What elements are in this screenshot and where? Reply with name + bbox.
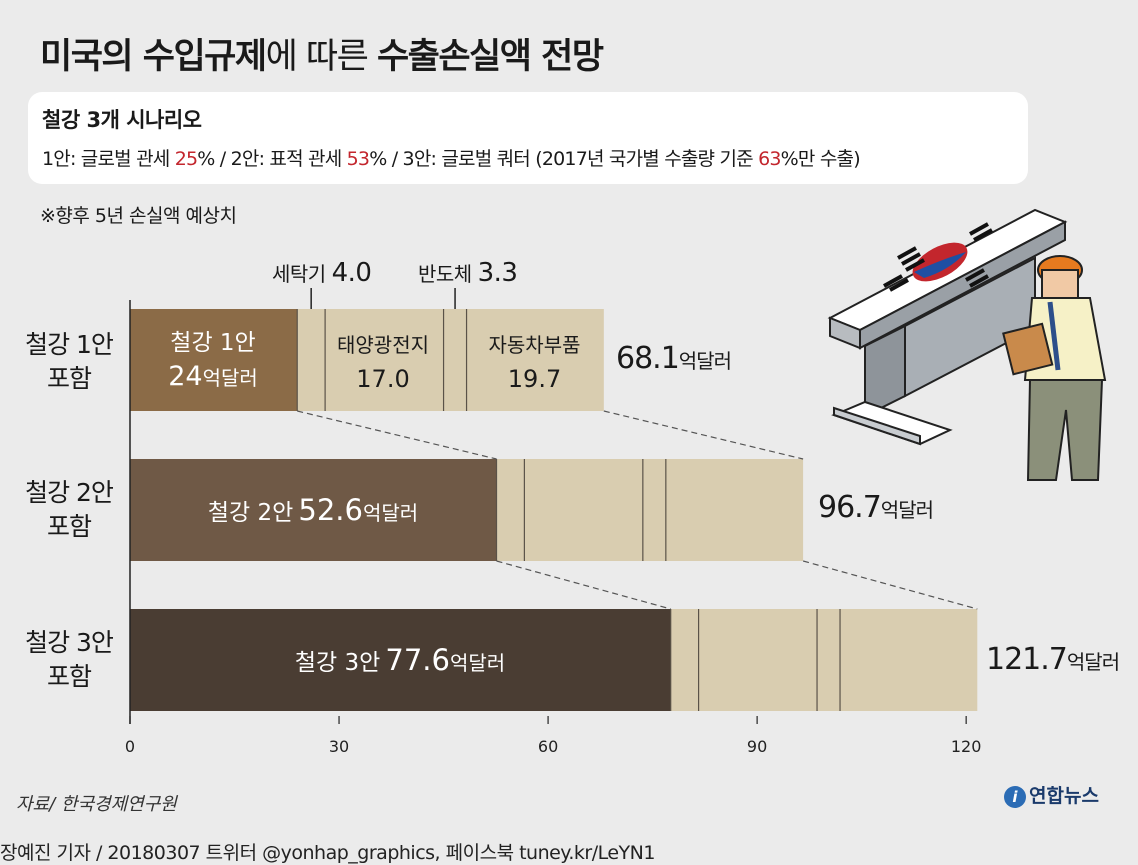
steel-label-2-unit: 억달러 xyxy=(362,501,419,525)
bar-r2-steel xyxy=(130,459,497,561)
bar-r1-seg1 xyxy=(297,309,326,411)
callout-washer-label: 세탁기 xyxy=(272,262,326,286)
bar-r2-seg2 xyxy=(524,459,643,561)
x-tick-label-30: 30 xyxy=(329,737,349,756)
bar-r1-seg4 xyxy=(466,309,604,411)
callout-semi-label: 반도체 xyxy=(418,262,472,286)
connector-total-2 xyxy=(802,560,978,610)
steel-label-2: 철강 2안 52.6억달러 xyxy=(130,493,496,527)
row-label-2-line2: 포함 xyxy=(46,512,92,541)
steel-label-3-value: 77.6 xyxy=(385,643,450,677)
steel-beam-illustration xyxy=(827,208,1107,481)
scenario-pct-2: 53 xyxy=(346,148,370,170)
source: 자료/ 한국경제연구원 xyxy=(16,794,177,815)
logo-icon: i xyxy=(1004,785,1026,808)
page-title: 미국의 수입규제에 따른 수출손실액 전망 xyxy=(40,28,604,79)
bar-r3-seg1 xyxy=(670,609,699,711)
bar-r3-seg4 xyxy=(840,609,978,711)
scenario-text-1: 1안: 글로벌 관세 xyxy=(42,148,175,170)
bar-r2-seg3 xyxy=(642,459,666,561)
connector-steel-2 xyxy=(496,560,671,610)
steel-label-1-value: 24 xyxy=(168,361,203,392)
bar-r3-seg3 xyxy=(817,609,841,711)
korean-flag xyxy=(883,222,993,292)
logo: i 연합뉴스 xyxy=(1004,781,1099,808)
auto-label-value: 19.7 xyxy=(507,365,562,393)
connector-total-1 xyxy=(603,410,804,460)
callout-semi-value: 3.3 xyxy=(477,258,518,288)
callout-washer-value: 4.0 xyxy=(331,258,372,288)
bar-r1-seg3 xyxy=(443,309,467,411)
steel-label-1-unit: 억달러 xyxy=(202,366,258,390)
x-tick-label-120: 120 xyxy=(951,737,982,756)
steel-label-1-name: 철강 1안 xyxy=(170,330,256,356)
scenario-text-3: % / 3안: 글로벌 쿼터 (2017년 국가별 수출량 기준 xyxy=(369,148,759,170)
callout-washer: 세탁기 4.0 xyxy=(272,258,372,288)
bar-r2-seg1 xyxy=(496,459,525,561)
row-label-3-line1: 철강 3안 xyxy=(25,628,114,657)
steel-label-3: 철강 3안 77.6억달러 xyxy=(130,643,670,677)
scenario-pct-3: 63 xyxy=(758,148,781,170)
callout-semi: 반도체 3.3 xyxy=(418,258,518,288)
solar-label-value: 17.0 xyxy=(356,365,410,393)
logo-text: 연합뉴스 xyxy=(1029,785,1099,807)
title-part1: 미국의 수입규제 xyxy=(40,37,267,77)
scenario-text-4: %만 수출) xyxy=(780,148,861,170)
total-3-unit: 억달러 xyxy=(1066,650,1120,674)
title-part2: 에 따른 xyxy=(265,37,377,77)
steel-label-1: 철강 1안 24억달러 xyxy=(130,326,296,397)
total-1: 68.1억달러 xyxy=(616,341,732,376)
bar-r1-seg2 xyxy=(325,309,444,411)
scenario-box: 철강 3개 시나리오 1안: 글로벌 관세 25% / 2안: 표적 관세 53… xyxy=(28,92,1028,184)
solar-label: 태양광전지 17.0 xyxy=(324,328,442,396)
x-tick-label-90: 90 xyxy=(747,737,767,756)
row-label-2-line1: 철강 2안 xyxy=(25,478,114,507)
auto-label-name: 자동차부품 xyxy=(488,333,581,357)
footer: 장예진 기자 / 20180307 트위터 @yonhap_graphics, … xyxy=(0,842,655,864)
row-label-1-line2: 포함 xyxy=(46,364,92,393)
title-part3: 수출손실액 전망 xyxy=(376,37,604,77)
bar-r3-steel xyxy=(130,609,671,711)
scenario-line: 1안: 글로벌 관세 25% / 2안: 표적 관세 53% / 3안: 글로벌… xyxy=(42,144,861,171)
total-1-unit: 억달러 xyxy=(678,349,732,373)
total-2-value: 96.7 xyxy=(818,490,882,525)
row-label-1-line1: 철강 1안 xyxy=(25,330,114,359)
steel-label-3-unit: 억달러 xyxy=(449,651,506,675)
scenario-text-2: % / 2안: 표적 관세 xyxy=(197,148,347,170)
auto-label: 자동차부품 19.7 xyxy=(466,328,603,396)
total-3: 121.7억달러 xyxy=(986,642,1120,677)
solar-label-name: 태양광전지 xyxy=(337,333,429,357)
bar-r3-seg2 xyxy=(698,609,818,711)
bar-r2-seg4 xyxy=(665,459,804,561)
row-label-3-line2: 포함 xyxy=(46,662,92,691)
note: ※향후 5년 손실액 예상치 xyxy=(40,205,237,227)
total-2-unit: 억달러 xyxy=(880,498,934,522)
total-3-value: 121.7 xyxy=(986,642,1068,677)
worker xyxy=(1002,255,1107,481)
connector-steel-1 xyxy=(297,410,497,460)
x-tick-label-0: 0 xyxy=(125,737,135,756)
steel-label-2-value: 52.6 xyxy=(298,493,363,527)
scenario-pct-1: 25 xyxy=(174,148,198,170)
total-1-value: 68.1 xyxy=(616,341,680,376)
bar-r1-steel xyxy=(130,309,298,411)
steel-label-2-name: 철강 2안 xyxy=(207,500,294,526)
scenario-title: 철강 3개 시나리오 xyxy=(42,108,202,132)
total-2: 96.7억달러 xyxy=(818,490,934,525)
x-tick-label-60: 60 xyxy=(538,737,558,756)
steel-label-3-name: 철강 3안 xyxy=(294,650,381,676)
